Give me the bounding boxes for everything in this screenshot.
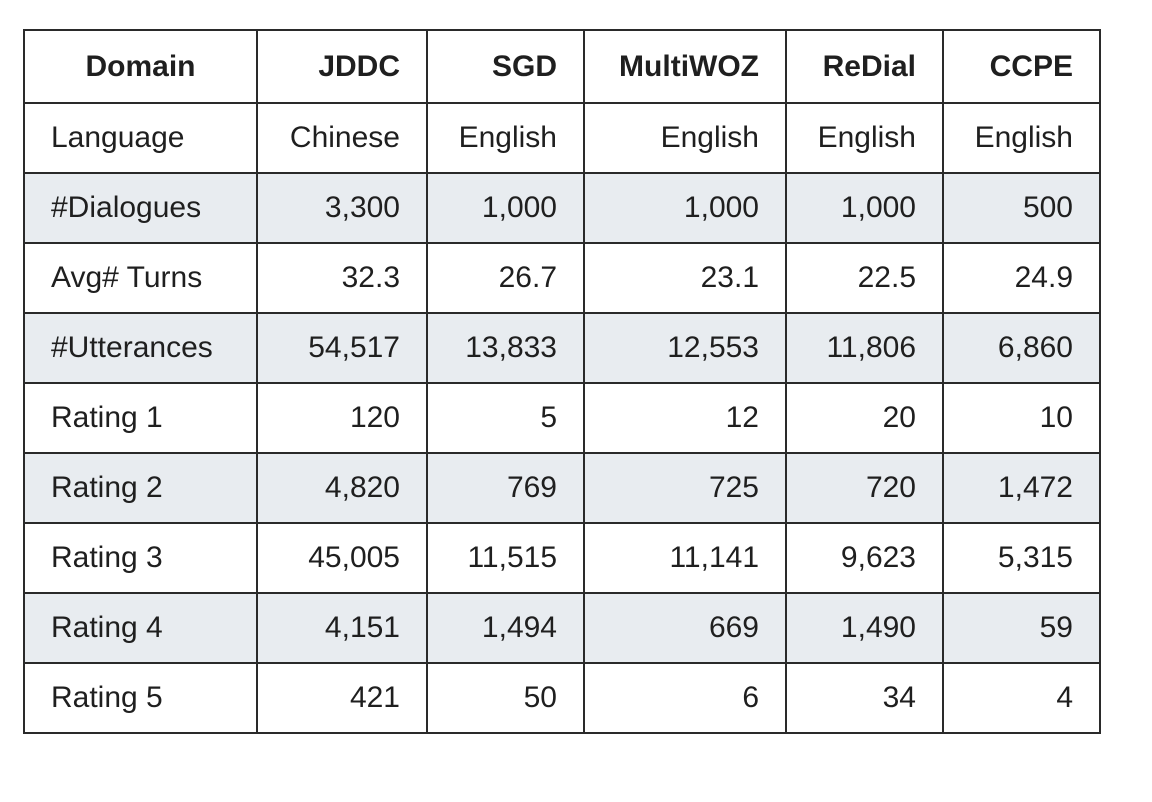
table-cell: 20 <box>785 382 944 454</box>
header-multiwoz: MultiWOZ <box>583 29 787 104</box>
table-cell: 45,005 <box>256 522 428 594</box>
table-cell: 26.7 <box>426 242 585 314</box>
dataset-statistics-table: Domain JDDC SGD MultiWOZ ReDial CCPE Lan… <box>23 29 1101 734</box>
table-row: Rating 4 4,151 1,494 669 1,490 59 <box>23 592 1101 664</box>
table-row: #Utterances 54,517 13,833 12,553 11,806 6,860 <box>23 312 1101 384</box>
table-cell: 59 <box>942 592 1101 664</box>
row-label: Rating 5 <box>23 662 258 734</box>
table-cell: 6 <box>583 662 787 734</box>
table-row: Rating 3 45,005 11,515 11,141 9,623 5,315 <box>23 522 1101 594</box>
table-cell: 5,315 <box>942 522 1101 594</box>
table-row: Language Chinese English English English Engl… <box>23 102 1101 174</box>
table-cell: 120 <box>256 382 428 454</box>
header-domain: Domain <box>23 29 258 104</box>
table-cell: 1,000 <box>426 172 585 244</box>
table-cell: 1,494 <box>426 592 585 664</box>
header-row: Domain JDDC SGD MultiWOZ ReDial CCPE <box>23 29 1101 104</box>
table-cell: 34 <box>785 662 944 734</box>
row-label: #Utterances <box>23 312 258 384</box>
table-cell: 11,806 <box>785 312 944 384</box>
table-container: Domain JDDC SGD MultiWOZ ReDial CCPE Lan… <box>23 29 1101 734</box>
table-cell: 1,000 <box>583 172 787 244</box>
table-cell: 13,833 <box>426 312 585 384</box>
table-body: Language Chinese English English English Engl… <box>23 102 1101 734</box>
table-cell: 769 <box>426 452 585 524</box>
table-row: Rating 1 120 5 12 20 10 <box>23 382 1101 454</box>
table-cell: English <box>426 102 585 174</box>
row-label: #Dialogues <box>23 172 258 244</box>
table-cell: 1,472 <box>942 452 1101 524</box>
table-cell: 1,490 <box>785 592 944 664</box>
table-cell: 421 <box>256 662 428 734</box>
header-ccpe: CCPE <box>942 29 1101 104</box>
table-cell: 54,517 <box>256 312 428 384</box>
header-jddc: JDDC <box>256 29 428 104</box>
row-label: Rating 1 <box>23 382 258 454</box>
row-label: Language <box>23 102 258 174</box>
table-cell: English <box>785 102 944 174</box>
row-label: Avg# Turns <box>23 242 258 314</box>
table-cell: 32.3 <box>256 242 428 314</box>
table-cell: 500 <box>942 172 1101 244</box>
table-cell: 12,553 <box>583 312 787 384</box>
table-cell: 6,860 <box>942 312 1101 384</box>
table-cell: 23.1 <box>583 242 787 314</box>
row-label: Rating 4 <box>23 592 258 664</box>
row-label: Rating 3 <box>23 522 258 594</box>
table-cell: English <box>583 102 787 174</box>
table-cell: 24.9 <box>942 242 1101 314</box>
table-cell: 22.5 <box>785 242 944 314</box>
table-cell: 669 <box>583 592 787 664</box>
table-cell: 720 <box>785 452 944 524</box>
table-row: Rating 5 421 50 6 34 4 <box>23 662 1101 734</box>
table-cell: 9,623 <box>785 522 944 594</box>
header-redial: ReDial <box>785 29 944 104</box>
table-cell: 11,515 <box>426 522 585 594</box>
table-cell: 4,151 <box>256 592 428 664</box>
table-cell: Chinese <box>256 102 428 174</box>
table-cell: 11,141 <box>583 522 787 594</box>
table-cell: 3,300 <box>256 172 428 244</box>
table-cell: 4 <box>942 662 1101 734</box>
table-cell: English <box>942 102 1101 174</box>
table-cell: 5 <box>426 382 585 454</box>
table-row: Avg# Turns 32.3 26.7 23.1 22.5 24.9 <box>23 242 1101 314</box>
table-cell: 50 <box>426 662 585 734</box>
header-sgd: SGD <box>426 29 585 104</box>
table-row: Rating 2 4,820 769 725 720 1,472 <box>23 452 1101 524</box>
table-cell: 1,000 <box>785 172 944 244</box>
table-cell: 4,820 <box>256 452 428 524</box>
table-cell: 725 <box>583 452 787 524</box>
row-label: Rating 2 <box>23 452 258 524</box>
table-cell: 12 <box>583 382 787 454</box>
table-row: #Dialogues 3,300 1,000 1,000 1,000 500 <box>23 172 1101 244</box>
table-cell: 10 <box>942 382 1101 454</box>
